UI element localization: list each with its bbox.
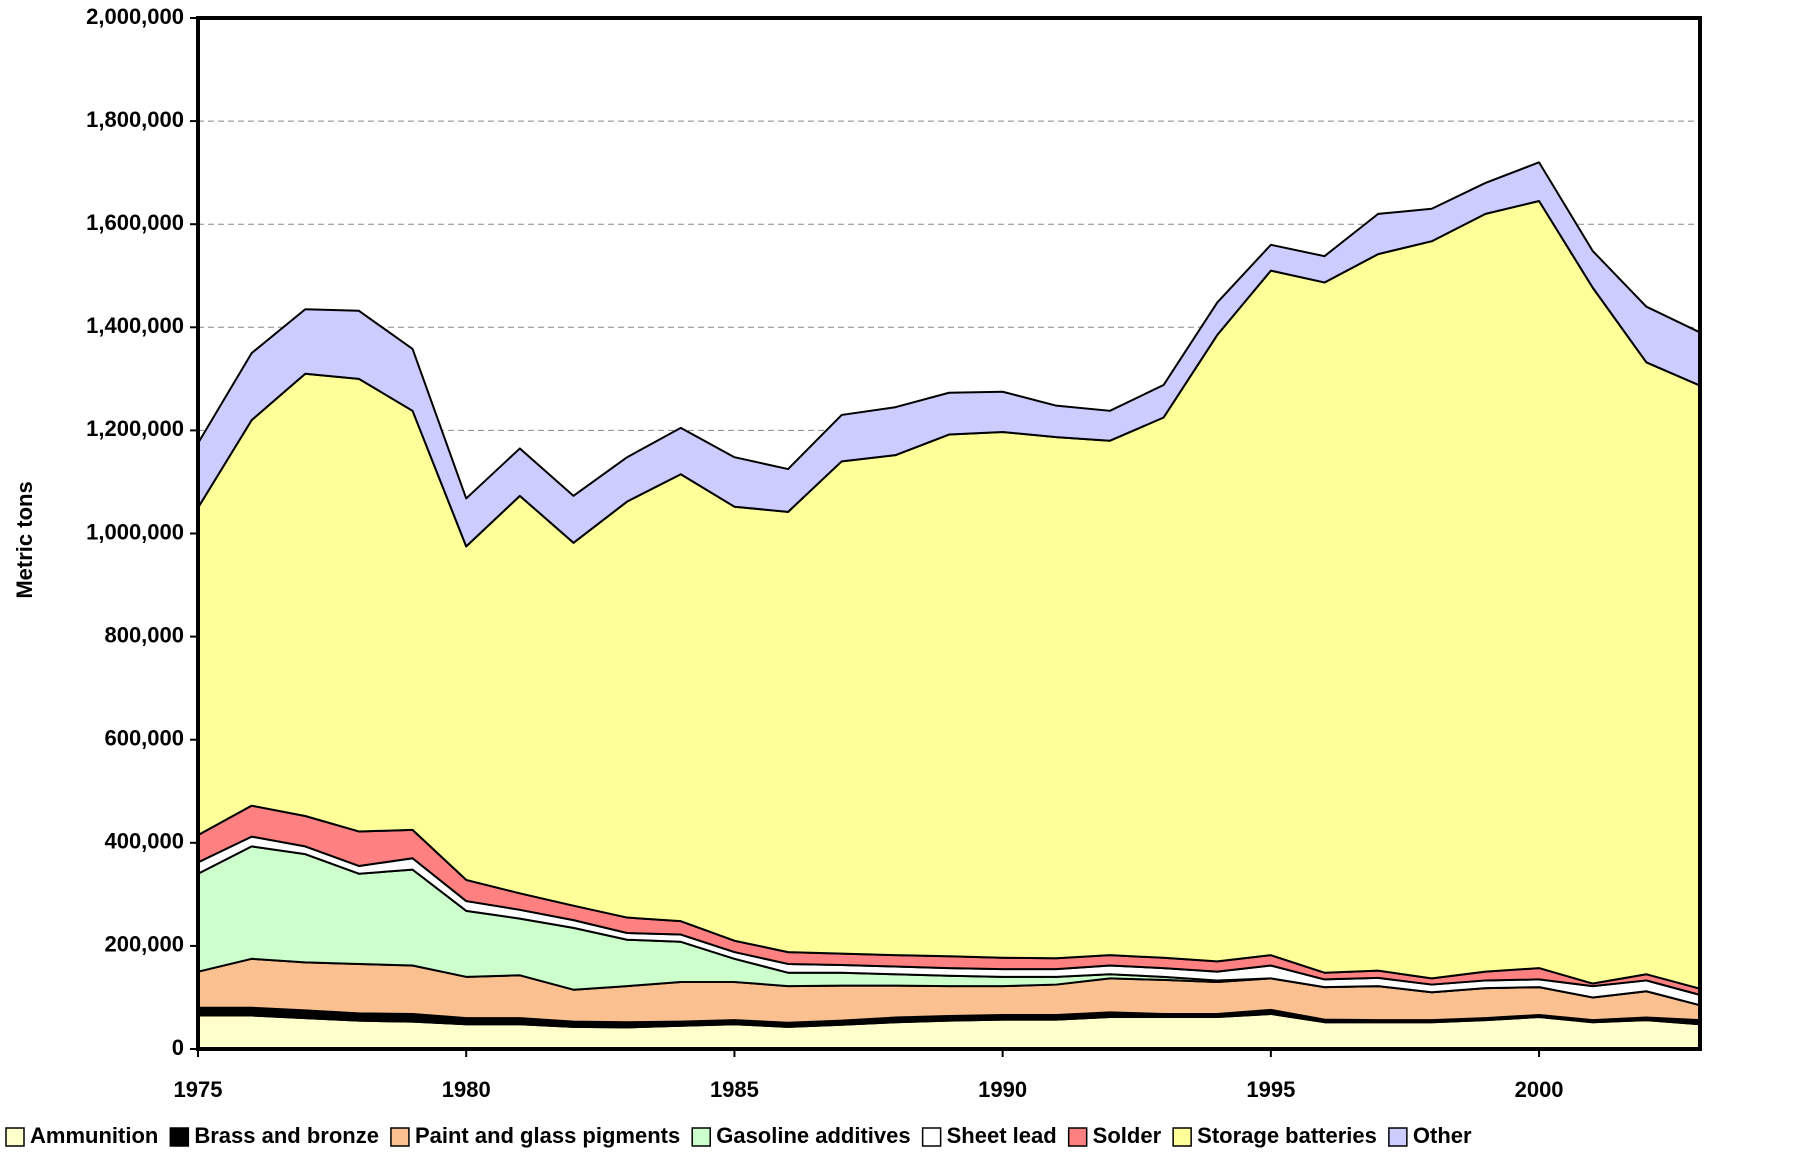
x-tick-label: 2000 xyxy=(1515,1077,1564,1102)
legend-label: Ammunition xyxy=(30,1123,158,1148)
y-tick-label: 1,400,000 xyxy=(86,313,184,338)
y-tick-label: 600,000 xyxy=(104,726,184,751)
y-tick-label: 800,000 xyxy=(104,622,184,647)
legend-label: Paint and glass pigments xyxy=(415,1123,680,1148)
y-tick-label: 1,600,000 xyxy=(86,210,184,235)
legend-swatch xyxy=(169,1127,190,1147)
legend-label: Gasoline additives xyxy=(716,1123,910,1148)
x-tick-label: 1995 xyxy=(1246,1077,1295,1102)
y-tick-label: 1,200,000 xyxy=(86,416,184,441)
legend-label: Storage batteries xyxy=(1197,1123,1377,1148)
y-tick-label: 1,800,000 xyxy=(86,107,184,132)
legend-label: Solder xyxy=(1093,1123,1162,1148)
legend-swatch xyxy=(5,1127,25,1147)
x-tick-label: 1985 xyxy=(710,1077,759,1102)
legend-label: Brass and bronze xyxy=(194,1123,379,1148)
y-tick-label: 400,000 xyxy=(104,829,184,854)
y-tick-label: 200,000 xyxy=(104,932,184,957)
legend-swatch xyxy=(1067,1127,1088,1147)
y-tick-label: 0 xyxy=(172,1035,184,1060)
x-tick-label: 1980 xyxy=(442,1077,491,1102)
x-tick-label: 1990 xyxy=(978,1077,1027,1102)
legend-swatch xyxy=(1172,1127,1192,1147)
plot-frame xyxy=(196,16,1702,1051)
y-axis-label: Metric tons xyxy=(12,481,37,598)
legend-label: Other xyxy=(1413,1123,1472,1148)
legend-swatch xyxy=(691,1127,711,1147)
y-tick-label: 1,000,000 xyxy=(86,519,184,544)
legend-swatch xyxy=(921,1127,942,1147)
x-tick-label: 1975 xyxy=(174,1077,223,1102)
legend-swatch xyxy=(390,1127,410,1147)
legend-label: Sheet lead xyxy=(947,1123,1057,1148)
y-tick-label: 2,000,000 xyxy=(86,4,184,29)
legend-swatch xyxy=(1388,1127,1408,1147)
